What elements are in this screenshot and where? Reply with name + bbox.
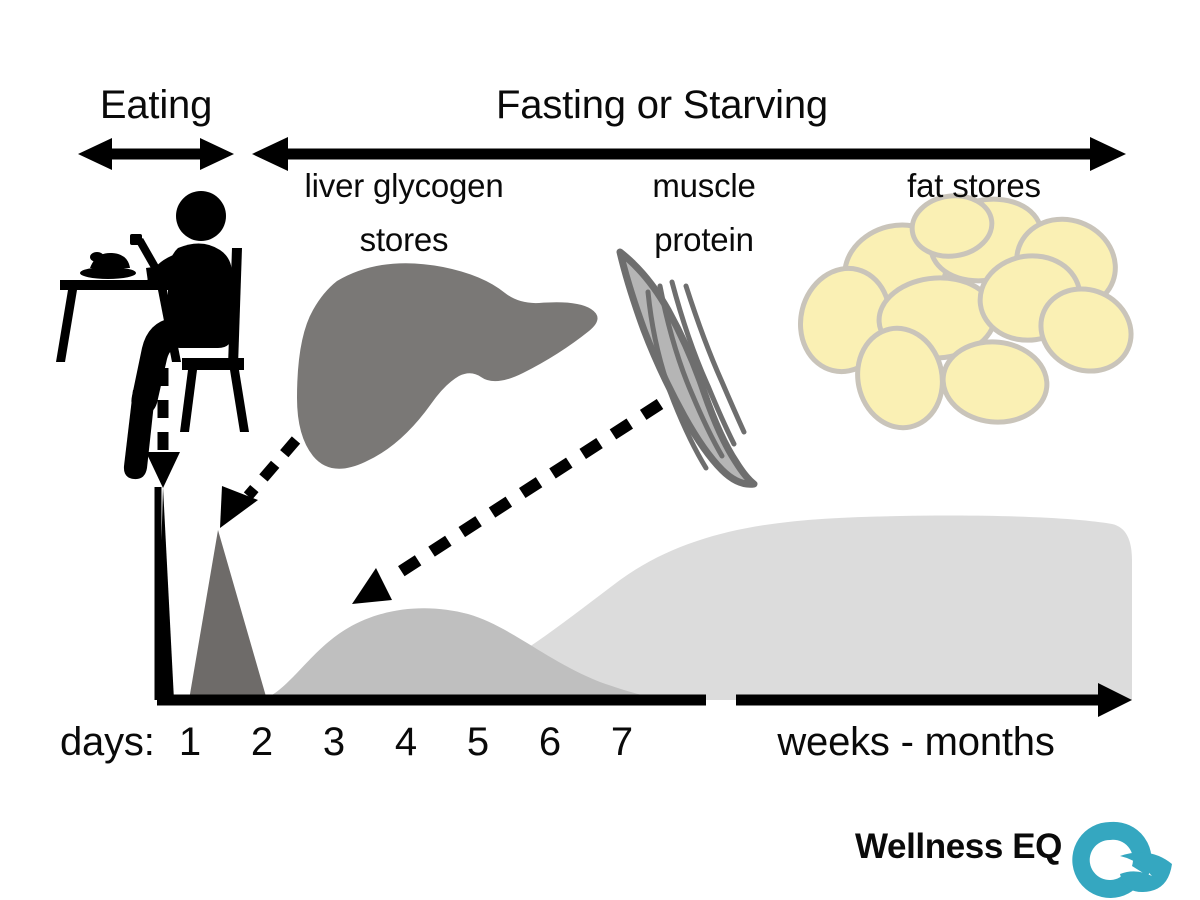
- person-eating-at-table-icon: [56, 191, 249, 480]
- store-label-fat: fat stores: [907, 167, 1041, 204]
- axis-tick-1: 1: [178, 720, 202, 764]
- store-label-liver-line2: stores: [359, 221, 449, 258]
- phase-label-eating: Eating: [99, 83, 213, 127]
- q-leaf-logo-icon[interactable]: [1072, 821, 1172, 898]
- store-label-muscle-line1: muscle: [652, 167, 756, 204]
- phase-label-fasting: Fasting or Starving: [496, 83, 828, 127]
- axis-tick-5: 5: [466, 720, 490, 764]
- fat-cell-cluster-icon: [797, 193, 1134, 431]
- liver-organ-icon: [297, 263, 598, 469]
- dashed-arrow-down-icon: [146, 368, 180, 488]
- area-muscle-protein: [262, 608, 676, 700]
- axis-far-label-weeks-months: weeks - months: [777, 720, 1055, 764]
- axis-tick-3: 3: [322, 720, 346, 764]
- axis-tick-7: 7: [610, 720, 634, 764]
- fasting-phase-arrow: [252, 137, 1126, 171]
- area-fat-stores: [388, 515, 1132, 700]
- axis-tick-2: 2: [250, 720, 274, 764]
- axis-tick-4: 4: [394, 720, 418, 764]
- dashed-arrow-liver-icon: [220, 436, 301, 528]
- dashed-arrow-muscle-icon: [352, 398, 664, 604]
- area-liver-glycogen: [189, 530, 267, 700]
- time-axis: [154, 487, 1132, 717]
- logo-wordmark[interactable]: Wellness EQ: [855, 827, 1062, 866]
- axis-prefix-days: days:: [60, 720, 155, 764]
- muscle-fiber-icon: [616, 248, 758, 488]
- eating-phase-arrow: [78, 138, 234, 170]
- axis-tick-6: 6: [538, 720, 562, 764]
- store-label-liver-line1: liver glycogen: [304, 167, 504, 204]
- store-label-muscle-line2: protein: [654, 221, 754, 258]
